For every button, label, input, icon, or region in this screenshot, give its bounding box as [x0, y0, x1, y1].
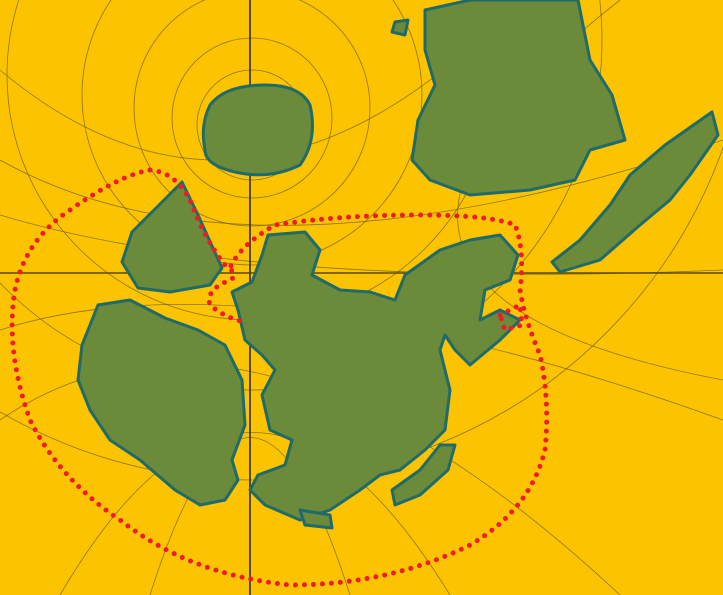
landmass	[201, 83, 314, 177]
graticule-circle	[133, 0, 371, 227]
graticule-circle	[0, 146, 723, 481]
graticule-circle	[171, 37, 333, 199]
graticule-circle	[81, 0, 423, 266]
graticule-arc	[0, 139, 723, 226]
route	[496, 301, 525, 334]
routes	[9, 167, 550, 588]
graticule-circle	[0, 0, 603, 391]
route	[9, 167, 550, 588]
landmass	[390, 18, 410, 37]
landmass	[390, 443, 457, 507]
landmasses	[76, 0, 720, 530]
landmass	[230, 230, 522, 522]
landmass	[550, 110, 720, 274]
landmass	[76, 298, 247, 507]
landmass	[298, 508, 334, 530]
landmass	[410, 0, 627, 197]
